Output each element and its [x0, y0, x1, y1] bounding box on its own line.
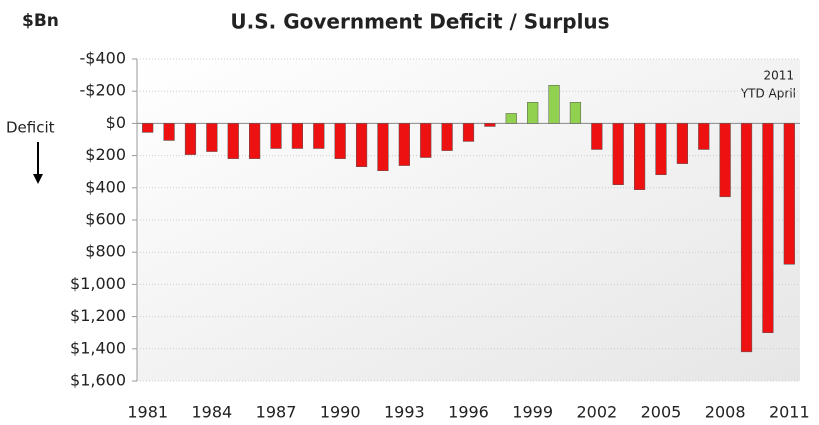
y-tick-label: $1,400	[70, 338, 126, 357]
bar	[355, 123, 368, 167]
y-axis-label: $Bn	[22, 11, 59, 31]
x-tick-label: 1999	[512, 403, 553, 422]
bar	[783, 123, 795, 265]
bar	[249, 123, 261, 159]
bar	[719, 123, 731, 198]
bar	[227, 123, 239, 159]
bar	[270, 123, 282, 149]
y-tick-label: $0	[106, 113, 126, 132]
annotation: YTD April	[740, 87, 796, 101]
bar	[291, 123, 304, 149]
x-tick-label: 1981	[127, 403, 168, 422]
bar	[740, 123, 753, 353]
arrow-head	[33, 174, 43, 184]
bar	[634, 123, 646, 190]
x-tick-label: 2008	[705, 403, 746, 422]
y-tick-label: $1,200	[70, 306, 126, 325]
bar	[313, 123, 325, 149]
y-tick-label: -$200	[80, 81, 127, 100]
bar	[484, 123, 496, 127]
y-tick-label: $600	[85, 210, 126, 229]
bar	[676, 123, 688, 164]
bar	[698, 123, 710, 150]
bar	[569, 102, 582, 124]
bar	[184, 123, 197, 155]
x-tick-label: 2005	[641, 403, 682, 422]
bar	[527, 102, 539, 124]
bar	[612, 123, 624, 185]
bar	[462, 123, 475, 142]
bar	[420, 123, 432, 158]
y-tick-label: $1,600	[70, 371, 126, 390]
bar	[398, 123, 410, 166]
bar	[548, 84, 560, 124]
x-tick-label: 2002	[576, 403, 617, 422]
annotation: 2011	[763, 69, 794, 83]
bar	[441, 123, 453, 151]
bar	[377, 123, 389, 171]
bar	[591, 123, 603, 150]
x-tick-label: 1996	[448, 403, 489, 422]
y-tick-label: -$400	[80, 49, 127, 68]
x-tick-label: 1987	[256, 403, 297, 422]
bar	[505, 113, 517, 124]
chart-title: U.S. Government Deficit / Surplus	[230, 10, 609, 34]
bar	[142, 123, 154, 133]
bar	[762, 123, 774, 333]
annotation: Deficit	[6, 119, 55, 137]
y-tick-label: $200	[85, 145, 126, 164]
x-tick-label: 1993	[384, 403, 425, 422]
bar	[655, 123, 667, 176]
y-tick-label: $1,000	[70, 274, 126, 293]
x-tick-label: 2011	[769, 403, 810, 422]
y-tick-label: $800	[85, 242, 126, 261]
x-tick-label: 1984	[191, 403, 232, 422]
x-tick-label: 1990	[320, 403, 361, 422]
bar	[334, 123, 346, 159]
y-tick-label: $400	[85, 177, 126, 196]
bar	[206, 123, 218, 152]
bar	[163, 123, 175, 141]
